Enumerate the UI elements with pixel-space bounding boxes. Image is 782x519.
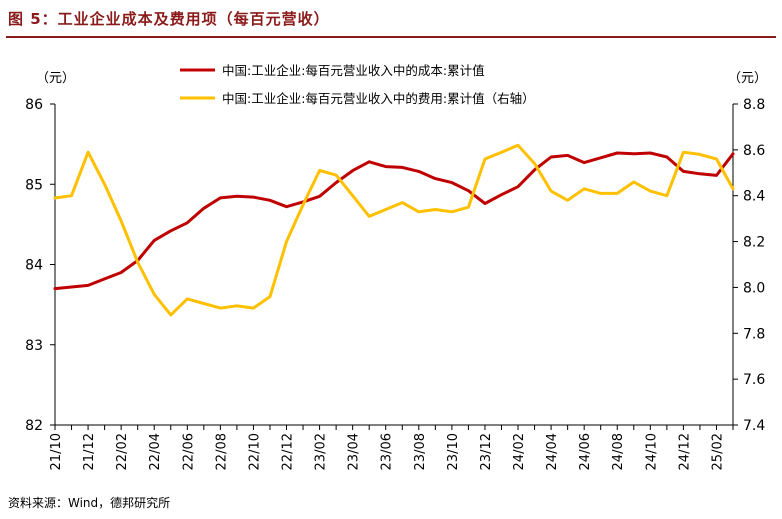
expense-series-line [53,143,735,317]
x-tick-label: 24/10 [644,433,659,470]
y-left-tick-label: 85 [25,177,43,193]
x-tick-label: 23/04 [347,433,362,470]
y-right-tick-label: 8.8 [743,97,765,113]
y-right-tick-label: 8.4 [743,189,765,205]
x-tick-label: 23/10 [446,433,461,470]
x-tick-label: 24/06 [578,433,593,470]
x-tick-label: 24/02 [512,433,527,470]
y-right-tick-label: 8.2 [743,235,765,251]
x-tick-label: 21/12 [82,433,97,470]
x-tick-label: 21/10 [49,433,64,470]
x-tick-label: 25/02 [710,433,725,470]
y-right-unit: （元） [728,71,767,86]
series-lines [53,143,735,317]
title-divider [6,36,776,38]
y-left-tick-label: 86 [25,97,43,113]
legend: 中国:工业企业:每百元营业收入中的成本:累计值中国:工业企业:每百元营业收入中的… [180,63,535,106]
y-left-tick-label: 84 [25,258,43,274]
x-tick-label: 22/10 [247,433,262,470]
x-tick-label: 23/02 [314,433,329,470]
source-note: 资料来源：Wind，德邦研究所 [8,496,171,510]
chart-title: 图 5：工业企业成本及费用项（每百元营收） [8,10,330,28]
x-tick-label: 23/12 [479,433,494,470]
legend-label-cost: 中国:工业企业:每百元营业收入中的成本:累计值 [222,63,485,78]
y-left-tick-label: 83 [25,338,43,354]
x-tick-label: 22/12 [281,433,296,470]
legend-label-expense: 中国:工业企业:每百元营业收入中的费用:累计值（右轴） [222,91,535,106]
x-tick-label: 24/12 [677,433,692,470]
y-right-tick-label: 8.6 [743,143,765,159]
x-tick-label: 22/02 [115,433,130,470]
y-left-tick-label: 82 [25,418,43,434]
x-tick-label: 23/06 [380,433,395,470]
y-left-unit: （元） [36,71,75,86]
axes-group: 82 83 84 85 86 7.4 7.6 7.8 8.0 8.2 8.4 8.6 8.8 （元） （元）… [25,71,767,470]
cost-series-line [53,151,735,291]
y-right-tick-label: 8.0 [743,280,765,296]
x-tick-label: 22/06 [181,433,196,470]
x-tick-label: 24/04 [545,433,560,470]
y-right-tick-label: 7.4 [743,418,765,434]
y-right-tick-label: 7.8 [743,326,765,342]
x-tick-label: 24/08 [611,433,626,470]
y-right-tick-label: 7.6 [743,372,765,388]
x-tick-label: 22/08 [214,433,229,470]
x-tick-label: 23/08 [413,433,428,470]
x-tick-label: 22/04 [148,433,163,470]
